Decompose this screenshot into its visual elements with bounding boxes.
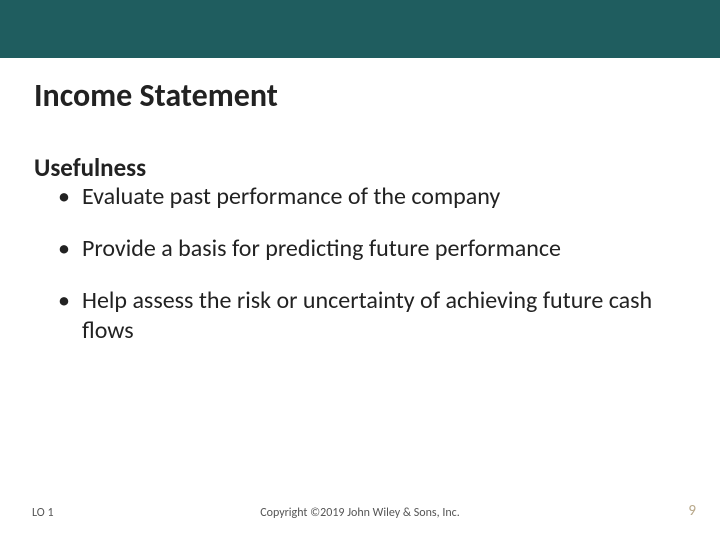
bullet-item: Provide a basis for predicting future pe… xyxy=(58,234,680,264)
footer-page-number: 9 xyxy=(688,502,696,520)
slide-title: Income Statement xyxy=(34,76,278,115)
bullet-list: Evaluate past performance of the company… xyxy=(58,182,680,368)
slide-container: Income Statement Usefulness Evaluate pas… xyxy=(0,0,720,540)
bullet-item: Help assess the risk or uncertainty of a… xyxy=(58,286,680,346)
bullet-item: Evaluate past performance of the company xyxy=(58,182,680,212)
footer-center: Copyright ©2019 John Wiley & Sons, Inc. xyxy=(0,506,720,520)
section-heading: Usefulness xyxy=(34,152,146,183)
top-bar xyxy=(0,0,720,58)
